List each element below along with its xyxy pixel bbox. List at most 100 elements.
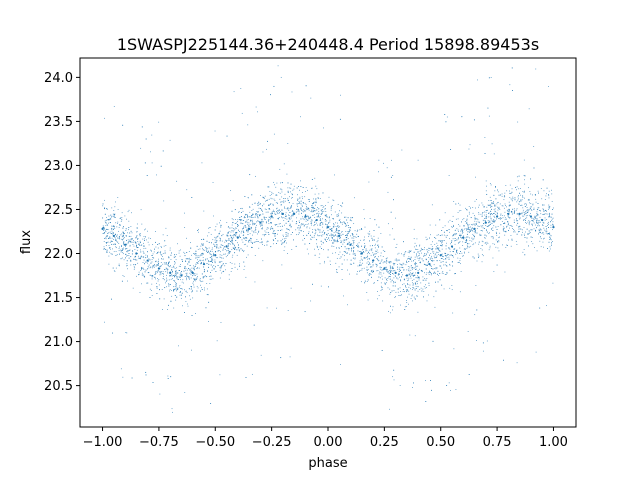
- observation-dot: [524, 183, 526, 185]
- observation-dot: [518, 213, 520, 214]
- observation-dot: [155, 265, 157, 267]
- observation-dot: [410, 250, 412, 252]
- observation-dot: [168, 285, 170, 287]
- observation-dot: [533, 207, 535, 209]
- observation-dot: [455, 389, 457, 390]
- observation-dot: [351, 220, 353, 222]
- observation-dot: [523, 174, 525, 176]
- observation-dot: [251, 247, 253, 248]
- observation-dot: [222, 249, 224, 251]
- observation-dot: [316, 212, 318, 214]
- observation-dot: [280, 182, 281, 184]
- observation-dot: [338, 213, 340, 215]
- observation-dot: [306, 226, 308, 228]
- observation-dot: [231, 218, 233, 220]
- observation-dot: [390, 266, 392, 268]
- observation-dot: [300, 207, 302, 209]
- observation-dot: [175, 286, 177, 288]
- observation-dot: [235, 233, 237, 235]
- observation-dot: [189, 259, 191, 260]
- observation-dot: [229, 234, 231, 236]
- observation-dot: [186, 272, 188, 274]
- observation-dot: [223, 270, 225, 272]
- observation-dot: [315, 220, 316, 221]
- observation-dot: [392, 285, 394, 287]
- observation-dot: [235, 219, 236, 220]
- observation-dot: [169, 271, 171, 273]
- observation-dot: [153, 276, 155, 278]
- observation-dot: [262, 234, 264, 236]
- observation-dot: [123, 244, 125, 246]
- observation-dot: [540, 229, 542, 231]
- observation-dot: [522, 195, 524, 197]
- observation-dot: [518, 228, 520, 230]
- observation-dot: [323, 210, 325, 212]
- observation-dot: [270, 229, 271, 230]
- observation-dot: [524, 179, 525, 181]
- observation-dot: [543, 209, 544, 211]
- observation-dot: [273, 198, 275, 200]
- observation-dot: [353, 246, 355, 248]
- observation-dot: [166, 268, 168, 270]
- observation-dot: [489, 247, 491, 249]
- observation-dot: [444, 254, 446, 256]
- observation-dot: [351, 237, 353, 239]
- observation-dot: [397, 266, 399, 268]
- observation-dot: [218, 233, 220, 234]
- observation-dot: [174, 275, 175, 277]
- observation-dot: [511, 188, 513, 190]
- observation-dot: [162, 309, 163, 310]
- observation-dot: [302, 187, 304, 188]
- observation-dot: [487, 220, 489, 221]
- observation-dot: [166, 263, 168, 265]
- observation-dot: [437, 254, 439, 255]
- observation-dot: [423, 291, 425, 292]
- observation-dot: [494, 212, 496, 214]
- observation-dot: [432, 249, 433, 251]
- observation-dot: [235, 247, 236, 248]
- observation-dot: [238, 235, 240, 237]
- observation-dot: [236, 222, 238, 224]
- observation-dot: [389, 262, 391, 264]
- observation-dot: [266, 307, 268, 309]
- observation-dot: [192, 273, 194, 274]
- observation-dot: [276, 211, 277, 212]
- observation-dot: [143, 275, 145, 277]
- observation-dot: [203, 259, 204, 261]
- observation-dot: [452, 238, 454, 240]
- observation-dot: [305, 187, 307, 189]
- observation-dot: [474, 314, 476, 316]
- data-point: [202, 262, 206, 266]
- observation-dot: [116, 247, 117, 249]
- observation-dot: [292, 197, 293, 198]
- observation-dot: [411, 295, 413, 297]
- observation-dot: [108, 255, 110, 257]
- data-point: [123, 243, 127, 246]
- observation-dot: [416, 296, 418, 297]
- observation-dot: [328, 196, 330, 198]
- observation-dot: [275, 202, 277, 204]
- observation-dot: [238, 247, 240, 249]
- observation-dot: [157, 252, 158, 253]
- observation-dot: [219, 246, 221, 248]
- observation-dot: [397, 291, 399, 293]
- observation-dot: [198, 228, 199, 230]
- observation-dot: [208, 275, 210, 277]
- observation-dot: [219, 222, 220, 224]
- observation-dot: [138, 242, 140, 244]
- observation-dot: [148, 264, 150, 266]
- observation-dot: [548, 221, 549, 223]
- observation-dot: [246, 214, 248, 216]
- observation-dot: [345, 248, 347, 250]
- observation-dot: [282, 214, 284, 215]
- observation-dot: [317, 207, 318, 208]
- observation-dot: [201, 162, 203, 164]
- observation-dot: [146, 175, 148, 176]
- observation-dot: [356, 245, 357, 246]
- observation-dot: [476, 260, 478, 262]
- observation-dot: [484, 214, 486, 216]
- observation-dot: [174, 276, 175, 278]
- observation-dot: [470, 207, 471, 209]
- observation-dot: [414, 259, 416, 260]
- observation-dot: [253, 324, 255, 326]
